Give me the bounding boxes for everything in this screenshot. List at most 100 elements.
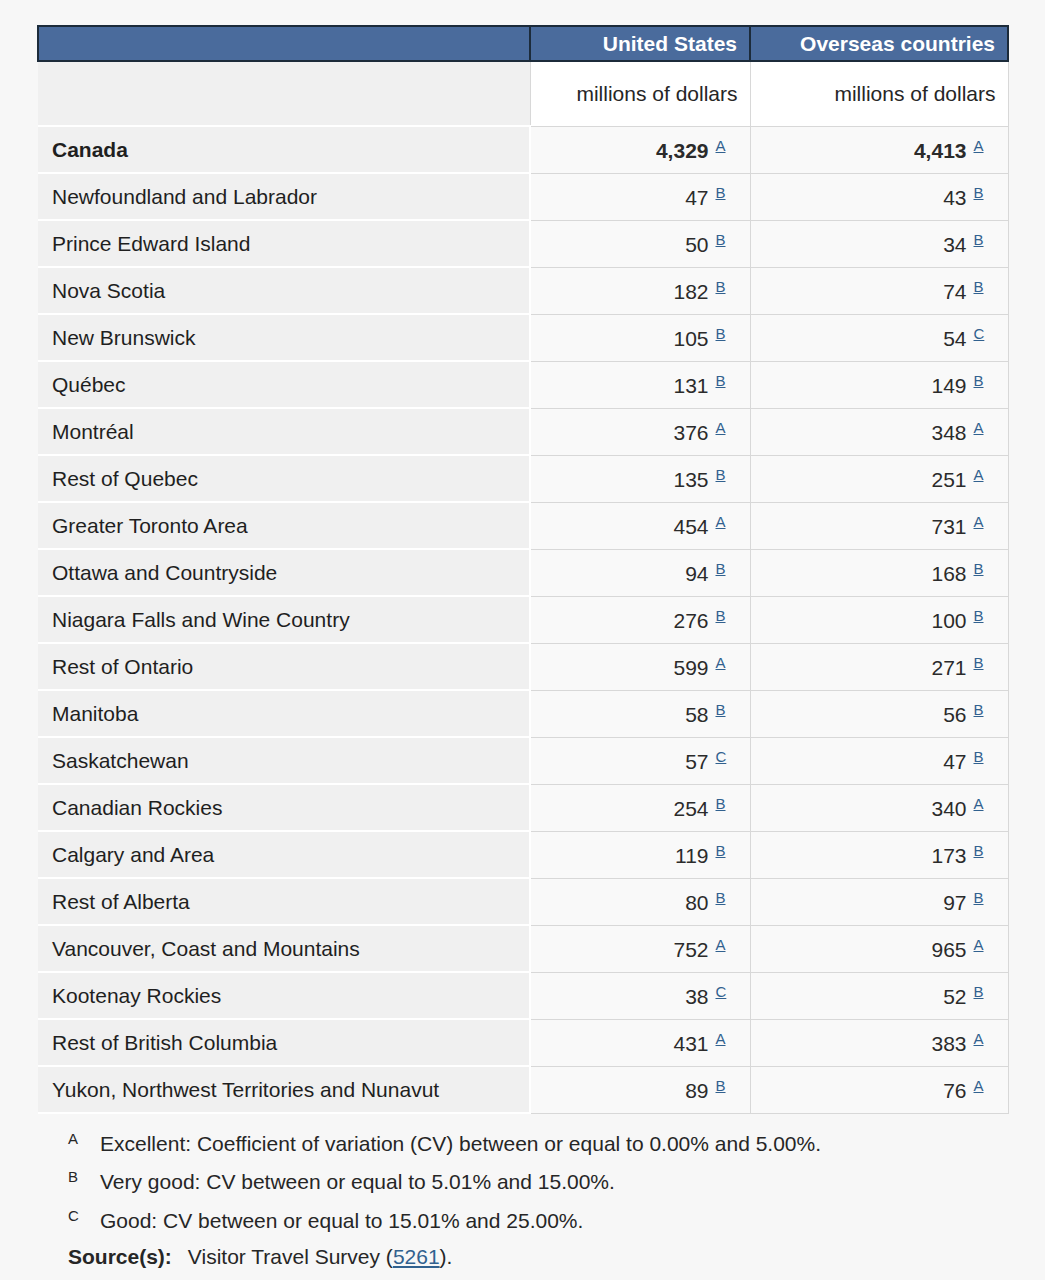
quality-flag-link[interactable]: B [974, 701, 984, 718]
value-cell-united-states: 57C [530, 737, 750, 784]
quality-flag-link[interactable]: A [974, 419, 984, 436]
table-row: Yukon, Northwest Territories and Nunavut… [38, 1066, 1008, 1113]
value-text: 431 [673, 1032, 708, 1055]
quality-flag-link[interactable]: B [716, 278, 726, 295]
quality-flag-link[interactable]: A [716, 936, 726, 953]
quality-flag-link[interactable]: B [974, 842, 984, 859]
quality-flag-link[interactable]: B [716, 231, 726, 248]
quality-flag-link[interactable]: B [974, 372, 984, 389]
table-row: Nova Scotia182B74B [38, 267, 1008, 314]
value-text: 149 [931, 374, 966, 397]
table-row: Montréal376A348A [38, 408, 1008, 455]
value-text: 97 [943, 891, 966, 914]
quality-flag-box: C [974, 325, 996, 351]
value-cell-overseas: 168 B [750, 549, 1008, 596]
value-cell-united-states: 105 B [530, 314, 750, 361]
value-cell-united-states: 254B [530, 784, 750, 831]
quality-flag-link[interactable]: A [716, 137, 726, 154]
quality-flag-link[interactable]: A [974, 795, 984, 812]
table-row: Rest of Alberta80B97B [38, 878, 1008, 925]
quality-flag-link[interactable]: A [716, 513, 726, 530]
value-text: 43 [943, 186, 966, 209]
quality-flag-link[interactable]: C [974, 325, 985, 342]
value-text: 731 [931, 515, 966, 538]
value-text: 56 [943, 703, 966, 726]
quality-flag-box: B [974, 748, 996, 774]
footnote-text: Excellent: Coefficient of variation (CV)… [100, 1132, 821, 1155]
quality-flag-link[interactable]: B [716, 607, 726, 624]
quality-flag-link[interactable]: B [974, 983, 984, 1000]
quality-flag-box: B [716, 560, 738, 586]
quality-flag-link[interactable]: B [716, 372, 726, 389]
source-label: Source(s): [68, 1245, 172, 1268]
quality-flag-link[interactable]: B [974, 748, 984, 765]
header-row: United States Overseas countries [38, 26, 1008, 61]
value-text: 271 [931, 656, 966, 679]
row-label: Nova Scotia [38, 267, 530, 314]
quality-flag-link[interactable]: A [974, 466, 984, 483]
quality-flag-link[interactable]: A [716, 419, 726, 436]
value-text: 182 [673, 280, 708, 303]
value-text: 168 [931, 562, 966, 585]
value-cell-overseas: 74B [750, 267, 1008, 314]
value-text: 173 [931, 844, 966, 867]
quality-flag-link[interactable]: A [974, 137, 984, 154]
value-cell-united-states: 131B [530, 361, 750, 408]
quality-flag-link[interactable]: A [974, 936, 984, 953]
quality-flag-link[interactable]: C [716, 748, 727, 765]
quality-flag-box: B [716, 184, 738, 210]
value-cell-overseas: 43 B [750, 173, 1008, 220]
table-row: Québec131B149B [38, 361, 1008, 408]
value-cell-overseas: 383 A [750, 1019, 1008, 1066]
value-text: 135 [673, 468, 708, 491]
quality-flag-link[interactable]: B [716, 842, 726, 859]
quality-flag-link[interactable]: A [716, 654, 726, 671]
quality-flag-link[interactable]: A [974, 1030, 984, 1047]
quality-flag-link[interactable]: A [974, 1077, 984, 1094]
quality-flag-box: B [716, 372, 738, 398]
quality-flag-link[interactable]: B [974, 231, 984, 248]
quality-flag-box: B [716, 278, 738, 304]
quality-flag-link[interactable]: B [716, 701, 726, 718]
quality-flag-link[interactable]: B [716, 184, 726, 201]
quality-flag-box: B [974, 889, 996, 915]
quality-flag-link[interactable]: B [716, 1077, 726, 1094]
value-text: 340 [931, 797, 966, 820]
quality-flag-link[interactable]: B [716, 889, 726, 906]
value-text: 119 [675, 844, 708, 867]
value-text: 34 [943, 233, 966, 256]
quality-flag-link[interactable]: B [974, 560, 984, 577]
quality-flag-link[interactable]: B [974, 607, 984, 624]
row-label: Calgary and Area [38, 831, 530, 878]
quality-flag-box: B [974, 560, 996, 586]
quality-flag-link[interactable]: B [974, 184, 984, 201]
value-cell-united-states: 47B [530, 173, 750, 220]
value-text: 105 [673, 327, 708, 350]
quality-flag-box: B [716, 701, 738, 727]
value-text: 89 [685, 1079, 708, 1102]
quality-flag-link[interactable]: A [974, 513, 984, 530]
value-cell-overseas: 965A [750, 925, 1008, 972]
value-cell-united-states: 4,329 A [530, 126, 750, 173]
row-label: Saskatchewan [38, 737, 530, 784]
value-text: 376 [673, 421, 708, 444]
quality-flag-link[interactable]: B [974, 278, 984, 295]
source-survey-link[interactable]: 5261 [393, 1245, 440, 1268]
value-text: 4,329 [656, 139, 709, 162]
quality-flag-link[interactable]: A [716, 1030, 726, 1047]
quality-flag-link[interactable]: C [716, 983, 727, 1000]
quality-flag-link[interactable]: B [716, 560, 726, 577]
quality-flag-box: B [716, 795, 738, 821]
value-cell-overseas: 731 A [750, 502, 1008, 549]
quality-flag-link[interactable]: B [716, 466, 726, 483]
table-row: Canada4,329A4,413A [38, 126, 1008, 173]
quality-flag-link[interactable]: B [974, 654, 984, 671]
table-row: Saskatchewan57C47B [38, 737, 1008, 784]
table-row: Rest of British Columbia431A383A [38, 1019, 1008, 1066]
quality-flag-link[interactable]: B [716, 795, 726, 812]
quality-flag-link[interactable]: B [716, 325, 726, 342]
value-text: 383 [931, 1032, 966, 1055]
quality-flag-link[interactable]: B [974, 889, 984, 906]
footnote-text: Very good: CV between or equal to 5.01% … [100, 1170, 615, 1193]
quality-flag-box: A [716, 936, 738, 962]
